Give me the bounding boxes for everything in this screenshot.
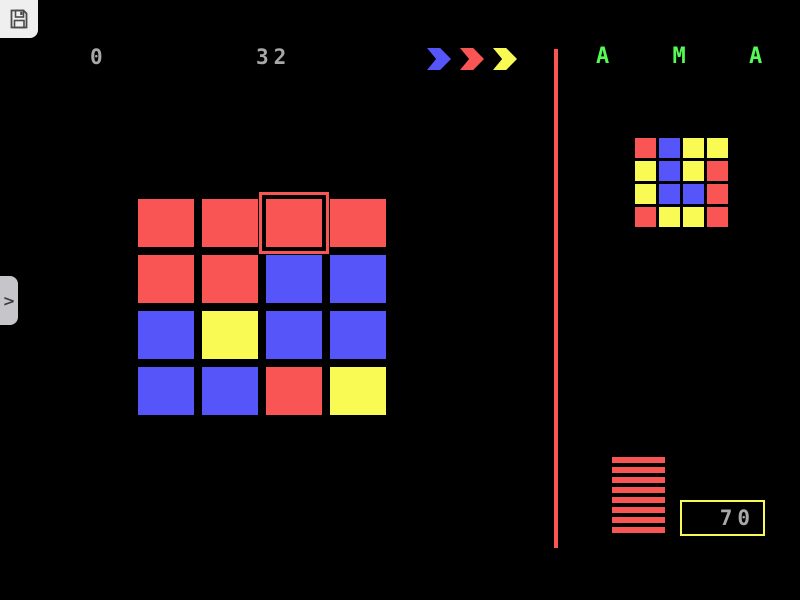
goal-cell <box>683 207 704 227</box>
board-cell[interactable] <box>202 199 258 247</box>
sidebar-toggle-button[interactable]: > <box>0 276 18 325</box>
goal-cell <box>707 161 728 181</box>
chevron-right-icon: > <box>2 291 16 310</box>
board-cell[interactable] <box>202 311 258 359</box>
red-arrow-icon <box>460 48 484 70</box>
goal-cell <box>659 138 680 158</box>
board-cell[interactable] <box>202 367 258 415</box>
progress-stripe <box>612 487 665 493</box>
board-cell[interactable] <box>330 367 386 415</box>
progress-stripe <box>612 457 665 463</box>
game-title: A M A D O <box>596 44 788 69</box>
progress-stack <box>612 457 665 533</box>
progress-stripe <box>612 467 665 473</box>
goal-cell <box>659 161 680 181</box>
board-cell[interactable] <box>330 311 386 359</box>
goal-cell <box>707 138 728 158</box>
board-cell[interactable] <box>138 367 194 415</box>
board-cursor <box>259 192 329 254</box>
goal-cell <box>659 207 680 227</box>
left-counter: 0 <box>90 45 108 69</box>
score-box: 70 <box>680 500 765 536</box>
goal-cell <box>707 207 728 227</box>
goal-cell <box>635 207 656 227</box>
goal-cell <box>635 138 656 158</box>
yellow-arrow-icon <box>493 48 517 70</box>
board-grid <box>138 192 386 415</box>
board-cell[interactable] <box>259 192 329 254</box>
progress-stripe <box>612 477 665 483</box>
save-button[interactable] <box>0 0 38 38</box>
goal-cell <box>707 184 728 204</box>
board-cell[interactable] <box>330 255 386 303</box>
right-counter: 32 <box>256 45 292 69</box>
goal-cell <box>635 161 656 181</box>
board-cell[interactable] <box>138 255 194 303</box>
board-cell[interactable] <box>266 367 322 415</box>
board-cell[interactable] <box>266 311 322 359</box>
goal-cell <box>683 161 704 181</box>
goal-cell <box>683 184 704 204</box>
panel-divider <box>554 49 558 548</box>
goal-cell <box>635 184 656 204</box>
score-value: 70 <box>719 506 755 530</box>
goal-pattern-grid <box>635 138 728 227</box>
floppy-disk-icon <box>7 7 31 31</box>
goal-cell <box>659 184 680 204</box>
progress-stripe <box>612 497 665 503</box>
progress-stripe <box>612 527 665 533</box>
progress-stripe <box>612 507 665 513</box>
blue-arrow-icon <box>427 48 451 70</box>
board-cell[interactable] <box>330 199 386 247</box>
board-cell[interactable] <box>138 311 194 359</box>
progress-stripe <box>612 517 665 523</box>
board-cell[interactable] <box>202 255 258 303</box>
board-cell[interactable] <box>138 199 194 247</box>
color-sequence-arrows <box>427 48 517 70</box>
goal-cell <box>683 138 704 158</box>
board-cell[interactable] <box>266 255 322 303</box>
